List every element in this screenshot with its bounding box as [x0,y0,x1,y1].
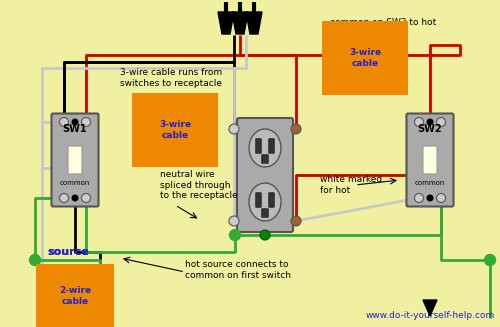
Text: common on SW2 to hot
on receptacle: common on SW2 to hot on receptacle [330,18,436,38]
Text: 3-wire cable runs from
switches to receptacle: 3-wire cable runs from switches to recep… [120,68,222,88]
FancyBboxPatch shape [406,113,454,206]
FancyBboxPatch shape [256,193,262,207]
Circle shape [291,124,301,134]
Circle shape [82,117,90,127]
Text: white marked
for hot: white marked for hot [320,175,382,195]
Circle shape [60,194,68,202]
Polygon shape [232,12,248,34]
Text: common: common [60,180,90,186]
Circle shape [426,195,434,201]
FancyBboxPatch shape [262,209,268,217]
Text: source: source [47,247,89,257]
FancyBboxPatch shape [262,155,268,163]
Circle shape [260,230,270,240]
Circle shape [82,194,90,202]
FancyBboxPatch shape [68,146,82,174]
Text: 3-wire
cable: 3-wire cable [159,120,191,140]
Text: 3-wire
cable: 3-wire cable [349,48,381,68]
Circle shape [436,117,446,127]
Circle shape [291,216,301,226]
Polygon shape [218,12,234,34]
Polygon shape [90,303,106,317]
Circle shape [436,194,446,202]
Text: neutral wire
spliced through
to the receptacle: neutral wire spliced through to the rece… [160,170,238,200]
Circle shape [72,195,78,201]
Circle shape [414,194,424,202]
Circle shape [229,124,239,134]
Text: www.do-it-yourself-help.com: www.do-it-yourself-help.com [366,311,495,320]
Text: SW1: SW1 [62,124,88,134]
Polygon shape [175,148,191,162]
Circle shape [72,118,78,126]
FancyBboxPatch shape [423,146,437,174]
Circle shape [484,254,496,266]
Circle shape [230,230,240,240]
Circle shape [426,118,434,126]
Circle shape [414,117,424,127]
Polygon shape [423,300,437,316]
Text: SW2: SW2 [418,124,442,134]
Polygon shape [246,12,262,34]
Ellipse shape [249,129,281,167]
Text: hot source connects to
common on first switch: hot source connects to common on first s… [185,260,291,280]
FancyBboxPatch shape [52,113,98,206]
Circle shape [60,117,68,127]
FancyBboxPatch shape [256,139,262,153]
Text: common: common [415,180,445,186]
Circle shape [229,216,239,226]
Text: 2-wire
cable: 2-wire cable [59,286,91,306]
FancyBboxPatch shape [268,193,274,207]
Circle shape [30,254,40,266]
Ellipse shape [249,183,281,221]
Text: source: source [47,247,89,257]
FancyBboxPatch shape [237,118,293,232]
FancyBboxPatch shape [268,139,274,153]
Polygon shape [92,303,108,317]
